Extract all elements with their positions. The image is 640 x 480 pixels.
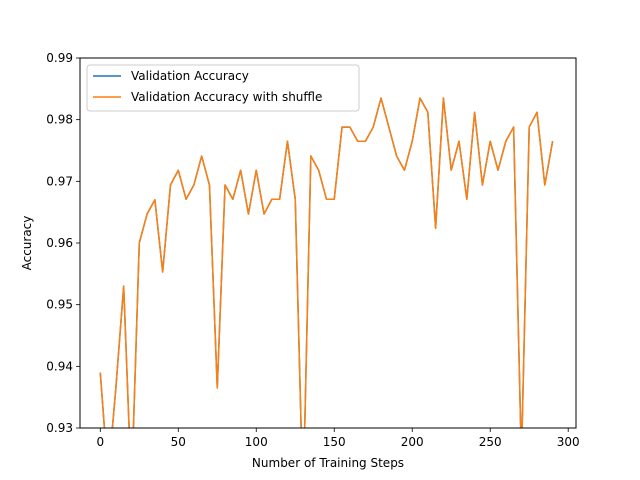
y-tick-label: 0.93: [46, 421, 73, 435]
series-layer: [99, 97, 554, 428]
x-tick-label: 300: [557, 435, 580, 449]
y-tick-label: 0.97: [46, 174, 73, 188]
y-tick-label: 0.98: [46, 113, 73, 127]
x-tick-label: 100: [245, 435, 268, 449]
y-tick-label: 0.94: [46, 359, 73, 373]
y-axis-label: Accuracy: [20, 216, 34, 271]
x-tick-label: 200: [401, 435, 424, 449]
legend-label-validation-accuracy: Validation Accuracy: [131, 69, 249, 83]
y-axis-ticks: 0.93 0.94 0.95 0.96 0.97 0.98 0.99: [46, 51, 80, 435]
legend: Validation Accuracy Validation Accuracy …: [86, 64, 360, 112]
y-tick-label: 0.95: [46, 298, 73, 312]
legend-box: [86, 64, 360, 112]
x-tick-label: 0: [96, 435, 104, 449]
plot-area: [80, 58, 576, 428]
x-tick-label: 50: [171, 435, 186, 449]
x-tick-label: 250: [479, 435, 502, 449]
x-axis-ticks: 0 50 100 150 200 250 300: [96, 428, 580, 449]
series-line-validation-accuracy-shuffle: [99, 97, 554, 428]
legend-label-validation-accuracy-shuffle: Validation Accuracy with shuffle: [131, 90, 322, 104]
x-tick-label: 150: [323, 435, 346, 449]
x-axis-label: Number of Training Steps: [252, 456, 404, 470]
y-tick-label: 0.96: [46, 236, 73, 250]
y-tick-label: 0.99: [46, 51, 73, 65]
